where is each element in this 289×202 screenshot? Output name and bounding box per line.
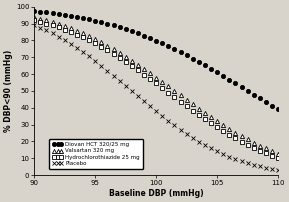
Y-axis label: % DBP<90 (mmHg): % DBP<90 (mmHg) [4,50,13,132]
X-axis label: Baseline DBP (mmHg): Baseline DBP (mmHg) [109,189,203,198]
Legend: Diovan HCT 320/25 mg, Valsartan 320 mg, Hydrochlorothiazide 25 mg, Placebo: Diovan HCT 320/25 mg, Valsartan 320 mg, … [49,139,143,169]
